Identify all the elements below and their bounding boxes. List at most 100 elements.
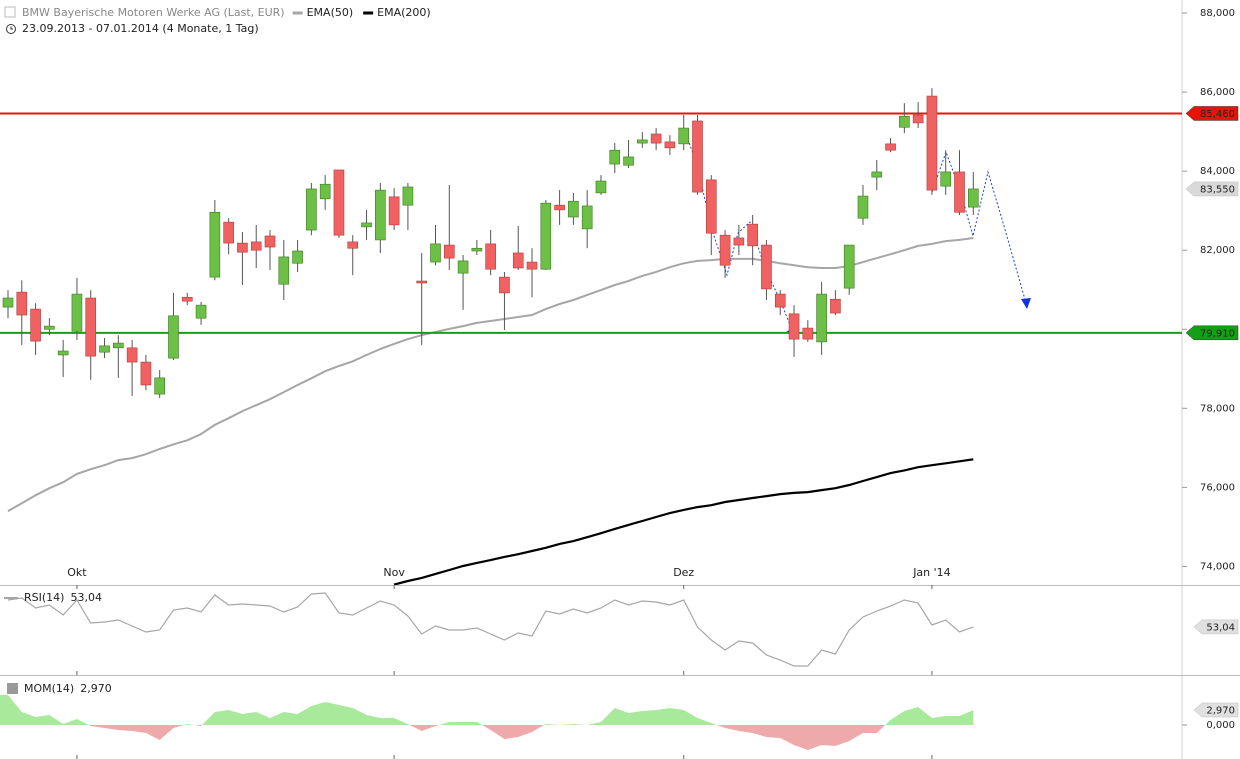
legend-label: EMA(50) bbox=[307, 6, 354, 19]
candle-body bbox=[402, 186, 414, 206]
y-tick-label: 76,000 bbox=[1200, 482, 1235, 493]
candle-body bbox=[499, 276, 510, 294]
candle-body bbox=[99, 345, 110, 353]
annotation-path bbox=[931, 150, 1027, 304]
candle-body bbox=[306, 188, 317, 231]
candle-body bbox=[885, 143, 896, 151]
legend-label: EMA(200) bbox=[377, 6, 431, 19]
candle-body bbox=[154, 377, 165, 395]
candle-body bbox=[830, 298, 841, 314]
candle-body bbox=[967, 188, 979, 208]
candle-body bbox=[540, 202, 552, 270]
candle-body bbox=[388, 196, 400, 226]
legend-value: 2,970 bbox=[80, 682, 112, 695]
candle-body bbox=[637, 139, 648, 144]
y-tick-label: 74,000 bbox=[1200, 561, 1235, 572]
plot-area bbox=[0, 88, 1182, 585]
candle-body bbox=[871, 171, 883, 178]
candle-body bbox=[361, 222, 372, 228]
candle-body bbox=[623, 156, 634, 166]
clock-icon bbox=[6, 24, 16, 34]
chart-subtitle: 23.09.2013 - 07.01.2014 (4 Monate, 1 Tag… bbox=[22, 22, 259, 35]
candle-body bbox=[237, 242, 248, 253]
chart-title: BMW Bayerische Motoren Werke AG (Last, E… bbox=[22, 6, 285, 19]
legend-label: MOM(14) bbox=[24, 682, 74, 695]
annotation-arrow bbox=[1021, 298, 1031, 309]
level-label-box bbox=[1185, 325, 1239, 341]
candle-body bbox=[195, 304, 207, 319]
value-label-box bbox=[1193, 619, 1239, 635]
y-tick-label: 84,000 bbox=[1200, 166, 1235, 177]
candle-body bbox=[761, 244, 772, 290]
candle-body bbox=[292, 250, 303, 264]
level-label: 79,910 bbox=[1200, 328, 1235, 339]
area-negative bbox=[88, 725, 886, 750]
candle-body bbox=[16, 291, 28, 316]
rsi-panel bbox=[7, 592, 974, 667]
candle-body bbox=[485, 243, 496, 270]
candle-body bbox=[223, 221, 234, 244]
value-label: 53,04 bbox=[1206, 622, 1235, 633]
candle-body bbox=[705, 179, 717, 234]
candle-body bbox=[926, 95, 938, 191]
rsi-line bbox=[7, 592, 974, 667]
candle-body bbox=[816, 293, 827, 343]
candle-body bbox=[416, 280, 428, 284]
level-label-box bbox=[1185, 106, 1239, 121]
candle-body bbox=[512, 252, 524, 269]
candle-body bbox=[209, 211, 221, 278]
x-tick-label: Okt bbox=[67, 566, 87, 579]
candle-body bbox=[802, 327, 814, 340]
candle-body bbox=[347, 241, 359, 249]
candle-body bbox=[44, 325, 55, 330]
value-label-box bbox=[1193, 702, 1239, 718]
candle-body bbox=[264, 235, 276, 248]
candle-body bbox=[554, 204, 565, 211]
area-positive bbox=[0, 695, 974, 725]
candle-body bbox=[71, 293, 83, 332]
value-label: 2,970 bbox=[1206, 705, 1235, 716]
candle-body bbox=[457, 260, 469, 274]
candle-body bbox=[375, 189, 386, 241]
candle-body bbox=[443, 244, 455, 259]
last-price-box bbox=[1185, 181, 1239, 197]
legend-swatch bbox=[7, 683, 18, 694]
level-label: 85,460 bbox=[1200, 109, 1235, 120]
candle-body bbox=[678, 127, 690, 145]
candle-body bbox=[733, 237, 745, 246]
candle-body bbox=[650, 133, 662, 144]
candle-body bbox=[857, 195, 869, 219]
candle-body bbox=[595, 180, 607, 194]
y-tick-label: 82,000 bbox=[1200, 245, 1235, 256]
candle-body bbox=[912, 114, 924, 124]
icon bbox=[4, 6, 16, 18]
candle-body bbox=[30, 308, 41, 342]
y-tick-label: 86,000 bbox=[1200, 87, 1235, 98]
candle-body bbox=[899, 115, 910, 128]
y-tick-label: 88,000 bbox=[1200, 8, 1235, 19]
candle-body bbox=[57, 350, 69, 356]
header-icons bbox=[4, 6, 16, 34]
candle-body bbox=[471, 247, 483, 252]
clock-hands bbox=[10, 26, 13, 30]
candle-body bbox=[568, 200, 579, 218]
last-price-label: 83,550 bbox=[1200, 184, 1235, 195]
ema-line bbox=[393, 458, 974, 585]
candle-body bbox=[430, 243, 441, 263]
candle-body bbox=[140, 361, 152, 386]
candle-body bbox=[113, 342, 124, 349]
candle-body bbox=[2, 297, 14, 308]
candle-body bbox=[581, 205, 593, 230]
candle-body bbox=[168, 315, 179, 359]
candle-body bbox=[747, 223, 758, 247]
candle-body bbox=[319, 183, 331, 200]
candle-body bbox=[85, 297, 97, 357]
y-tick-label: 78,000 bbox=[1200, 403, 1235, 414]
x-tick-label: Jan '14 bbox=[912, 566, 950, 579]
candle-body bbox=[526, 261, 538, 270]
y-tick-label: 0,000 bbox=[1206, 720, 1235, 731]
candle-body bbox=[250, 241, 262, 251]
candle-body bbox=[940, 171, 952, 187]
